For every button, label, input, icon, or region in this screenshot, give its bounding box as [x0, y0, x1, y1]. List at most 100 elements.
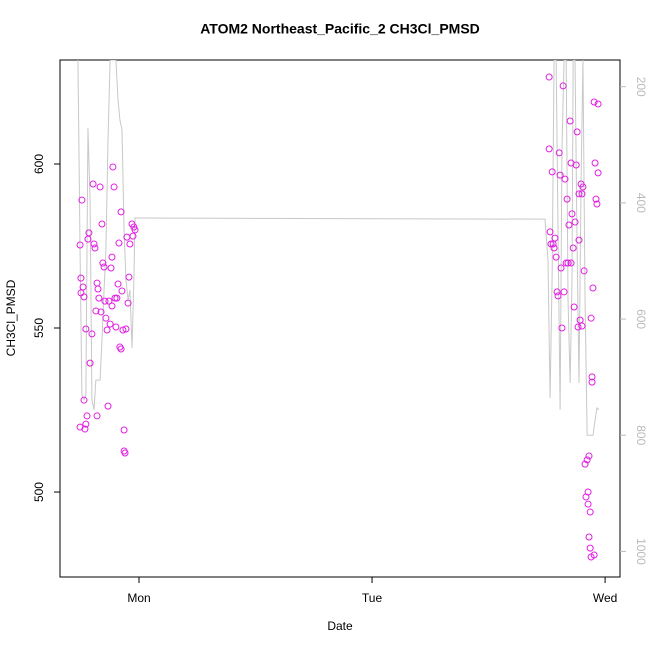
point: [102, 314, 110, 322]
point: [585, 533, 593, 541]
plot-frame: [59, 59, 621, 578]
point: [594, 169, 602, 177]
point: [125, 273, 133, 281]
point: [575, 190, 583, 198]
point: [558, 324, 566, 332]
y-tick-label: 500: [32, 482, 46, 502]
point: [100, 263, 108, 271]
point: [562, 259, 570, 267]
point: [570, 303, 578, 311]
point: [131, 226, 139, 234]
point: [98, 220, 106, 228]
x-tick-label: Mon: [127, 591, 150, 605]
point: [122, 325, 130, 333]
point: [93, 412, 101, 420]
point: [573, 128, 581, 136]
point: [86, 359, 94, 367]
y2-tick-label: 800: [634, 425, 648, 445]
point: [78, 196, 86, 204]
point: [103, 326, 111, 334]
point: [106, 320, 114, 328]
point: [119, 326, 127, 334]
point: [105, 297, 113, 305]
point: [569, 244, 577, 252]
point: [574, 323, 582, 331]
point: [584, 488, 592, 496]
point: [555, 149, 563, 157]
point: [89, 180, 97, 188]
point: [586, 508, 594, 516]
point: [97, 308, 105, 316]
point: [588, 373, 596, 381]
point: [545, 145, 553, 153]
point: [550, 244, 558, 252]
point: [578, 322, 586, 330]
point: [556, 171, 564, 179]
point: [583, 456, 591, 464]
point: [592, 195, 600, 203]
point: [107, 264, 115, 272]
point: [588, 378, 596, 386]
point: [81, 425, 89, 433]
point: [94, 285, 102, 293]
point: [111, 294, 119, 302]
point: [566, 117, 574, 125]
point: [589, 284, 597, 292]
point: [112, 323, 120, 331]
point: [96, 183, 104, 191]
point: [76, 241, 84, 249]
point: [557, 264, 565, 272]
point: [571, 218, 579, 226]
point: [77, 274, 85, 282]
x-axis-label: Date: [327, 619, 353, 633]
point: [586, 544, 594, 552]
point: [109, 163, 117, 171]
point: [546, 228, 554, 236]
point: [108, 302, 116, 310]
point: [117, 208, 125, 216]
point: [90, 240, 98, 248]
point: [124, 299, 132, 307]
point: [579, 183, 587, 191]
point: [115, 239, 123, 247]
point: [117, 345, 125, 353]
plot-area: [76, 60, 602, 561]
point: [80, 396, 88, 404]
point: [83, 412, 91, 420]
y-tick-label: 600: [32, 154, 46, 174]
point: [92, 307, 100, 315]
y-axis-label: CH3Cl_PMSD: [4, 279, 18, 356]
point: [553, 288, 561, 296]
point: [91, 244, 99, 252]
point: [548, 168, 556, 176]
y2-tick-label: 200: [634, 77, 648, 97]
point: [578, 190, 586, 198]
point: [581, 460, 589, 468]
y2-tick-label: 600: [634, 309, 648, 329]
line-series: [77, 60, 600, 436]
point: [85, 229, 93, 237]
y2-tick-label: 1000: [634, 538, 648, 565]
x-tick-label: Wed: [593, 591, 617, 605]
point: [594, 100, 602, 108]
point: [95, 294, 103, 302]
point: [104, 402, 112, 410]
point: [565, 221, 573, 229]
point: [590, 98, 598, 106]
point: [568, 210, 576, 218]
point: [585, 452, 593, 460]
point: [129, 232, 137, 240]
point: [572, 161, 580, 169]
point: [593, 200, 601, 208]
point: [563, 195, 571, 203]
point: [567, 259, 575, 267]
point: [110, 183, 118, 191]
point: [575, 236, 583, 244]
point: [82, 420, 90, 428]
point: [552, 253, 560, 261]
point: [551, 234, 559, 242]
point: [82, 325, 90, 333]
point: [561, 175, 569, 183]
point: [587, 314, 595, 322]
point: [559, 82, 567, 90]
